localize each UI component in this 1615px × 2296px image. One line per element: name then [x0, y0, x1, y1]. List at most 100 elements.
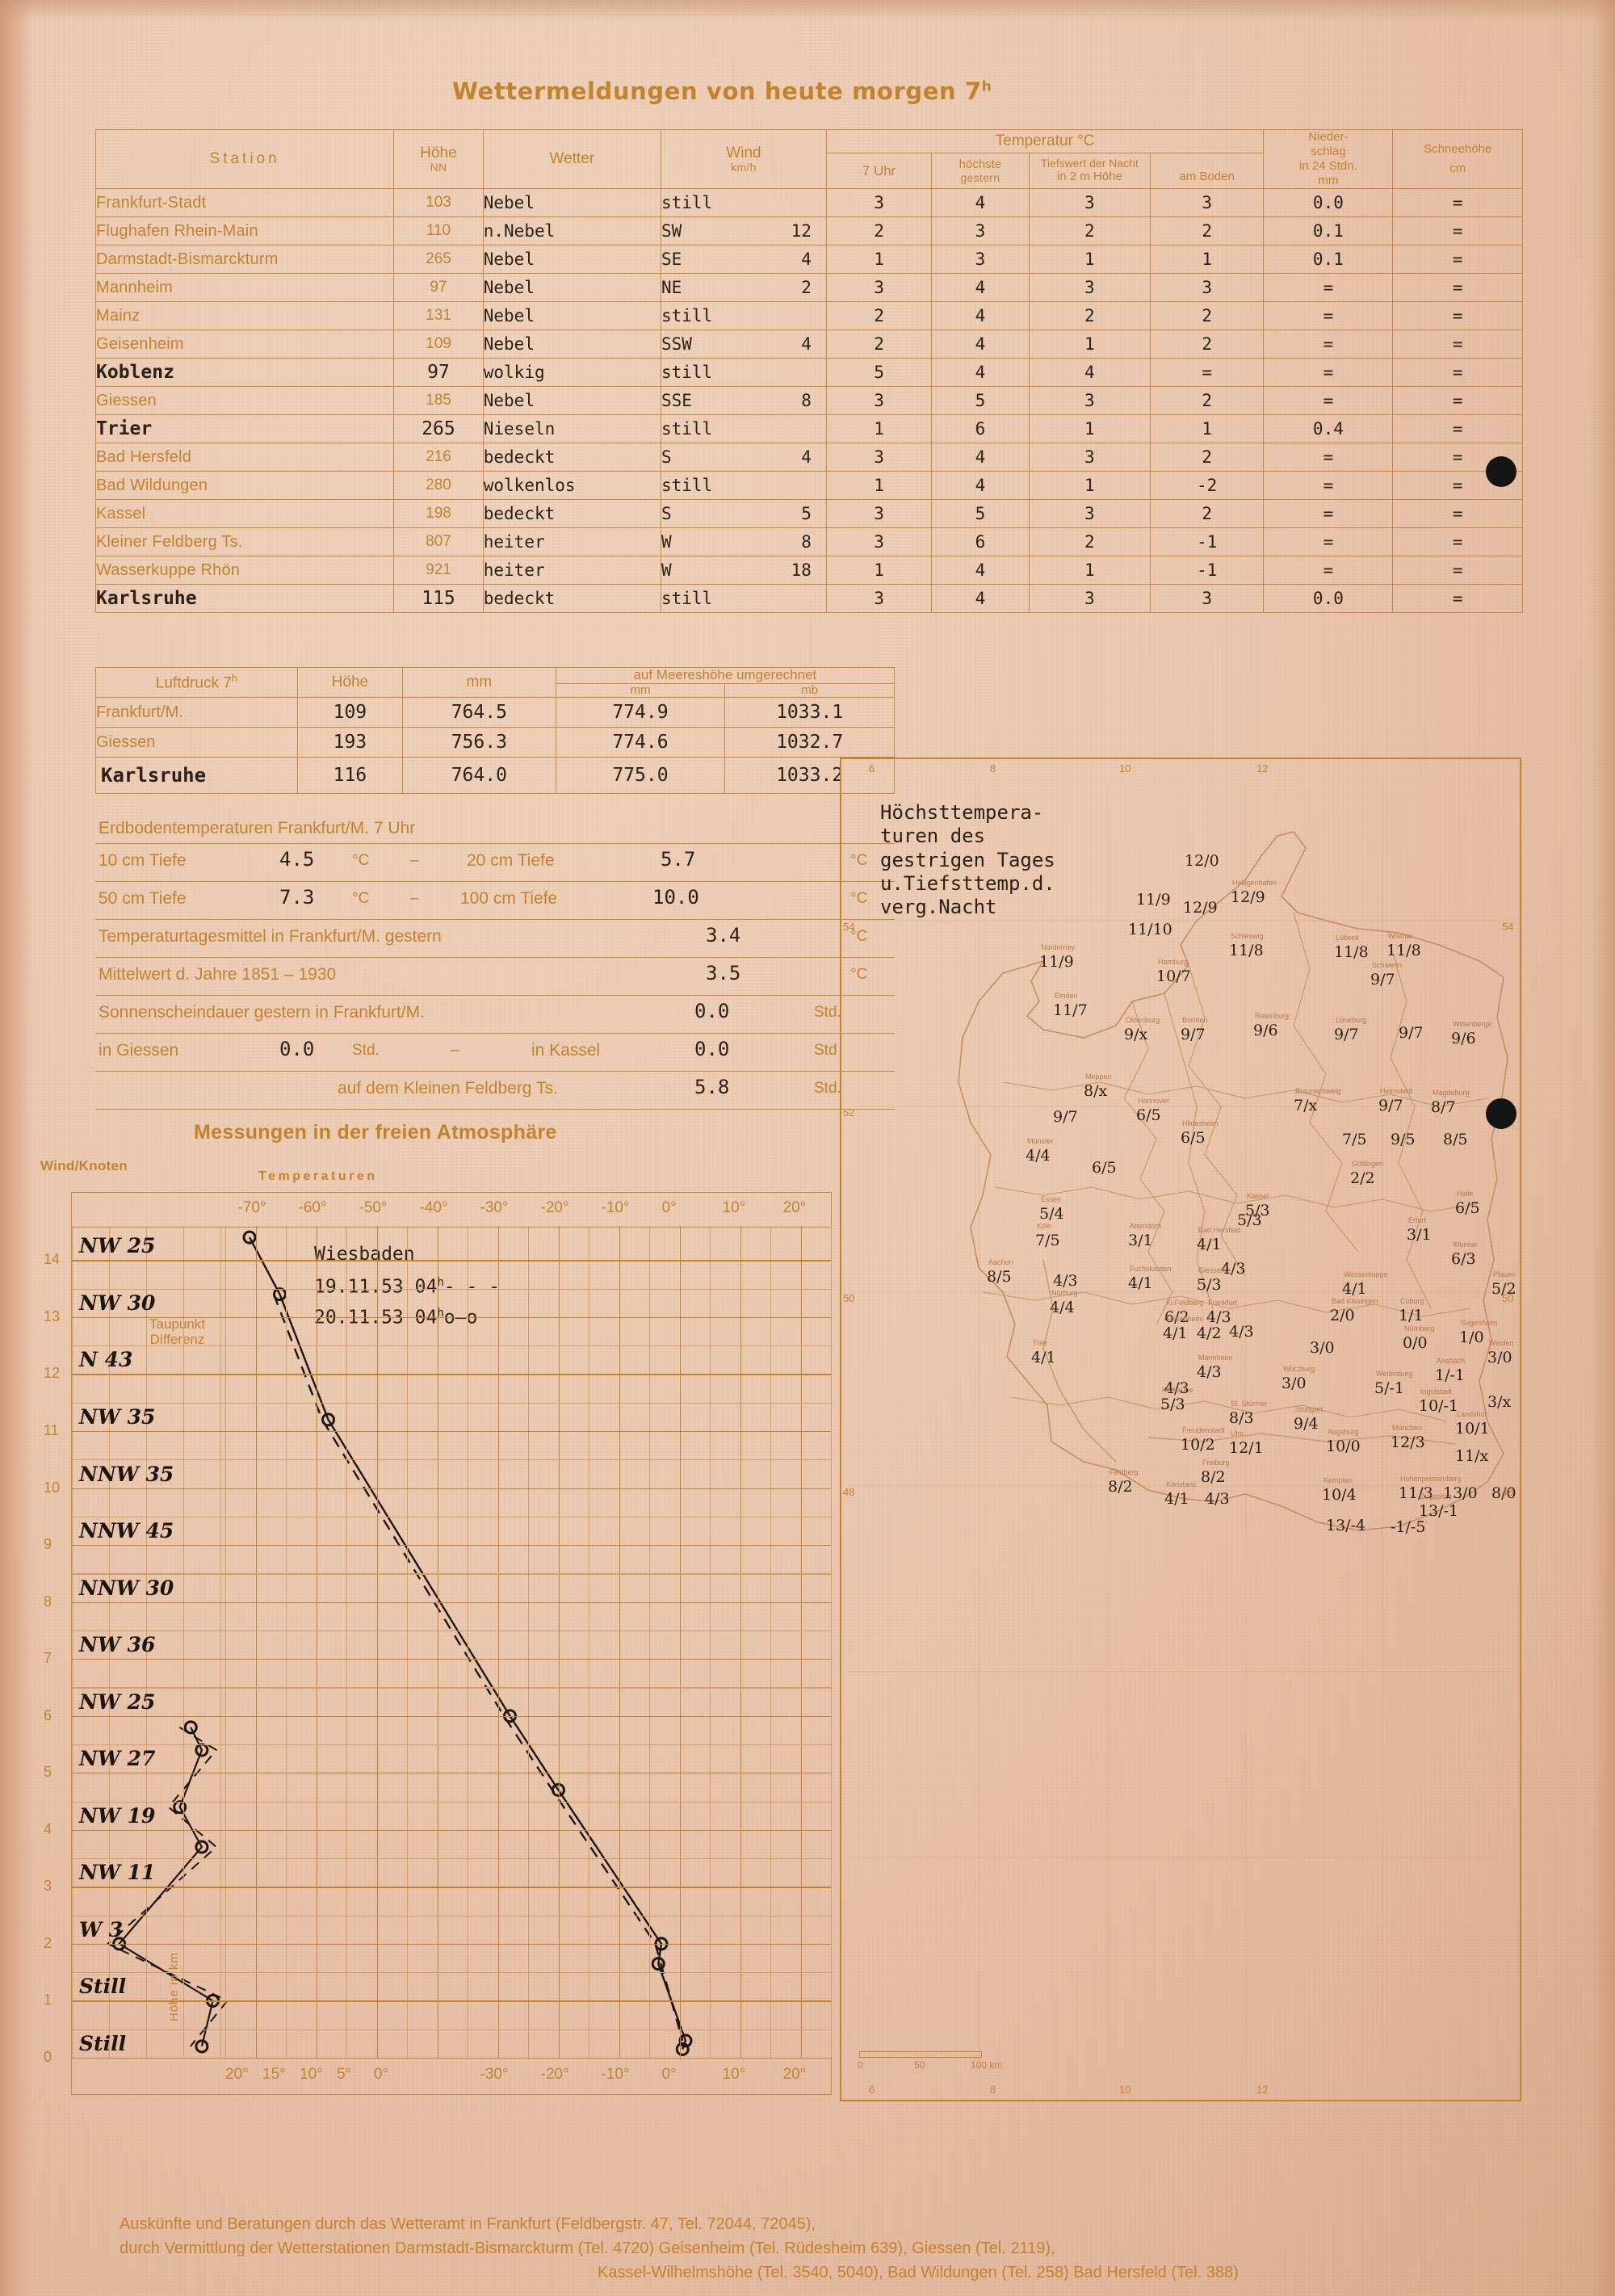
bottom-axis-tick-right: 0° — [661, 2066, 677, 2083]
map-city-label: Braunschweig — [1295, 1087, 1341, 1095]
height-tick: 13 — [44, 1308, 61, 1324]
map-temperature-pair: 4/1 — [1128, 1274, 1153, 1292]
grid-line-horizontal — [72, 1659, 831, 1660]
sunshine-giessen-unit: Std. — [352, 1042, 380, 1059]
station-table-header-row: Station Höhe NN Wetter Wind km/h Temperatu… — [94, 129, 1523, 189]
table-row: Bad Hersfeld 216 bedeckt S 4 3 4 3 2 = = — [94, 443, 1523, 472]
map-latitude-tick: 48 — [1502, 1486, 1514, 1498]
weather-text: Nebel — [482, 301, 661, 330]
grid-line-horizontal — [72, 1829, 831, 1831]
pressure-mm-sealevel: 774.6 — [555, 727, 726, 758]
station-altitude: 109 — [393, 329, 484, 359]
station-altitude: 807 — [393, 527, 484, 556]
grid-line-horizontal — [72, 2029, 831, 2030]
map-temperature-pair: 4/4 — [1026, 1147, 1051, 1165]
map-temperature-pair: 5/3 — [1245, 1202, 1270, 1219]
map-temperature-pair: 7/5 — [1342, 1131, 1367, 1148]
soil-dash-2: – — [410, 890, 419, 907]
wind-direction: still — [661, 193, 713, 212]
weather-text: Nebel — [482, 386, 661, 415]
temp-max-yesterday: 4 — [931, 556, 1030, 585]
map-temperature-pair: 8/3 — [1229, 1409, 1254, 1427]
map-city-label: Kempten — [1323, 1476, 1353, 1484]
map-border-path — [1002, 1081, 1488, 1107]
grid-line-horizontal — [72, 1943, 831, 1946]
map-temperature-pair: 11/8 — [1386, 942, 1421, 959]
wind-observation-label: Still — [79, 2032, 127, 2055]
temp-min-2m: 3 — [1028, 499, 1151, 528]
col-header-temperatur: Temperatur °C — [825, 129, 1265, 153]
top-axis-tick: 0° — [661, 1199, 677, 1216]
wind-cell: still — [660, 301, 827, 330]
map-temperature-pair: 8/7 — [1431, 1098, 1456, 1116]
map-longitude-tick: 12 — [1256, 2084, 1269, 2096]
wind-observation-label: NW 25 — [79, 1234, 156, 1258]
weather-text: wolkenlos — [482, 471, 661, 500]
precipitation: = — [1263, 471, 1394, 500]
temp-min-ground: 2 — [1149, 329, 1265, 359]
grid-line-vertical — [346, 1226, 348, 2058]
pressure-mm: 764.0 — [401, 757, 556, 795]
sounding-title: Messungen in der freien Atmosphäre — [194, 1121, 557, 1144]
temp-7uhr: 3 — [825, 499, 933, 528]
bottom-axis-tick-right: 10° — [722, 2066, 746, 2083]
map-temperature-pair: 5/2 — [1491, 1280, 1516, 1298]
map-temperature-pair: 10/2 — [1181, 1436, 1215, 1454]
grid-line-horizontal — [72, 1601, 831, 1603]
weather-text: heiter — [482, 527, 661, 556]
map-city-label: Kl.Feldberg — [1166, 1299, 1204, 1307]
map-city-label: Halle — [1457, 1190, 1474, 1198]
map-city-label: Ulm — [1231, 1429, 1244, 1438]
station-name: Wasserkuppe Rhön — [94, 556, 395, 585]
map-city-label: Schleswig — [1231, 932, 1264, 940]
map-city-label: Karlsruhe — [1162, 1386, 1193, 1394]
map-temperature-pair: 9/x — [1124, 1026, 1148, 1043]
wind-observation-label: W 3 — [79, 1917, 124, 1941]
grid-line-horizontal — [72, 1288, 831, 1290]
scale-bar-label: 50 — [914, 2059, 925, 2071]
wind-direction: still — [661, 589, 713, 608]
temp-min-2m: 4 — [1028, 358, 1151, 387]
temp-min-ground: 3 — [1149, 584, 1265, 613]
map-title: Höchsttempera- turen des gestrigen Tages… — [880, 801, 1055, 919]
temp-min-ground: 2 — [1149, 301, 1265, 330]
station-altitude: 216 — [393, 443, 484, 472]
sunshine-feldberg-label: auf dem Kleinen Feldberg Ts. — [338, 1079, 558, 1098]
map-city-label: Landshut — [1457, 1410, 1487, 1418]
map-temperature-pair: 13/0 — [1443, 1484, 1478, 1502]
map-temperature-pair: 11/10 — [1128, 921, 1172, 938]
map-border-path — [994, 1186, 1480, 1212]
grid-line-vertical — [407, 1226, 409, 2058]
col-header-schneehoehe: Schneehöhe cm — [1392, 129, 1523, 189]
pressure-station: Karlsruhe — [95, 757, 298, 795]
map-city-label: Emden — [1055, 992, 1078, 1000]
temp-7uhr: 2 — [825, 216, 933, 246]
temp-7uhr: 3 — [825, 584, 933, 613]
map-city-label: Mannheim — [1198, 1354, 1233, 1362]
soil-label-100cm: 100 cm Tiefe — [460, 889, 558, 908]
temp-min-2m: 2 — [1028, 527, 1151, 556]
wind-speed: 8 — [801, 532, 812, 552]
station-altitude: 131 — [393, 301, 484, 330]
map-city-label: Sugenheim — [1461, 1319, 1498, 1327]
grid-line-vertical-windcol — [183, 1226, 185, 2058]
col-header-niederschlag: Nieder- schlag in 24 Stdn. mm — [1263, 129, 1394, 189]
temp-7uhr: 2 — [825, 329, 933, 359]
top-axis-tick: -30° — [480, 1199, 509, 1216]
map-city-label: Magdeburg — [1433, 1089, 1470, 1097]
temp-max-yesterday: 4 — [931, 301, 1030, 330]
wind-observation-label: NW 25 — [79, 1689, 156, 1714]
map-temperature-pair: 7/x — [1294, 1097, 1318, 1114]
bottom-axis-tick-left: 20° — [225, 2066, 249, 2083]
top-axis-tick: -50° — [359, 1199, 388, 1216]
map-temperature-pair: 4/3 — [1206, 1308, 1231, 1326]
temp-min-ground: -2 — [1149, 471, 1265, 500]
top-axis-tick: 20° — [782, 1199, 807, 1216]
map-temperature-pair: 12/9 — [1183, 899, 1218, 917]
temp-max-yesterday: 3 — [931, 245, 1030, 274]
wind-cell: SE 4 — [660, 245, 827, 274]
pressure-header-row: Luftdruck 7h Höhe mm auf Meereshöhe umge… — [95, 666, 896, 699]
precipitation: 0.4 — [1263, 414, 1394, 443]
station-table-body: Frankfurt-Stadt 103 Nebel still 3 4 3 3 0.0 = Flug… — [94, 188, 1523, 613]
